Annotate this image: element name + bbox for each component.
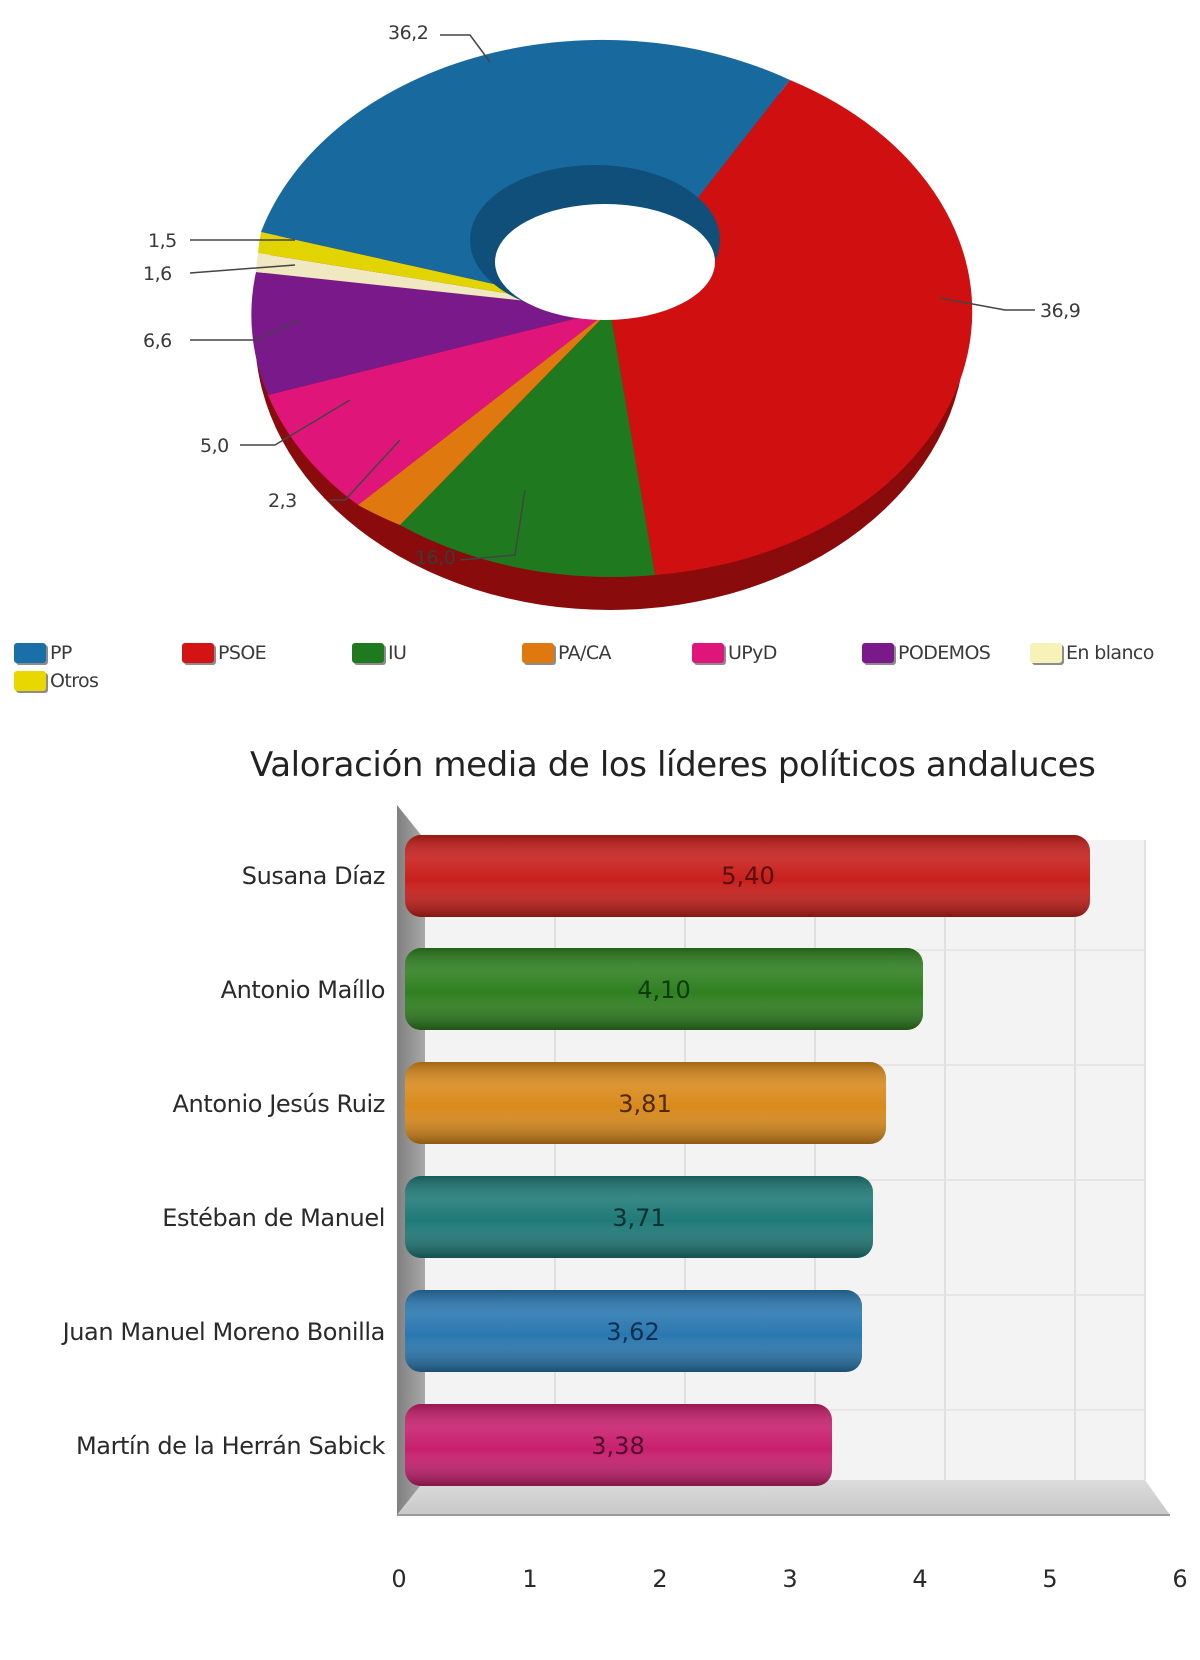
legend-swatch-icon	[182, 643, 214, 663]
bar-chart-title: Valoración media de los líderes político…	[250, 745, 1096, 785]
legend-item-psoe[interactable]: PSOE	[182, 642, 267, 664]
category-label: Estéban de Manuel	[162, 1204, 385, 1232]
legend-label: UPyD	[728, 642, 777, 664]
legend-item-upyd[interactable]: UPyD	[692, 642, 777, 664]
legend-item-podemos[interactable]: PODEMOS	[862, 642, 991, 664]
slice-upyd[interactable]	[268, 310, 610, 505]
bar-antonio-jesus-ruiz[interactable]	[405, 1062, 886, 1144]
category-label: Juan Manuel Moreno Bonilla	[62, 1318, 386, 1346]
legend-item-pp[interactable]: PP	[14, 642, 72, 664]
bar-value-label: 3,71	[612, 1204, 666, 1232]
x-tick-label: 6	[1172, 1565, 1188, 1593]
bar-chart: Susana Díaz Antonio Maíllo Antonio Jesús…	[0, 800, 1200, 1660]
donut-chart-graphic	[189, 34, 1035, 610]
slice-label-enblanco: 1,6	[143, 263, 172, 285]
bar-value-label: 3,62	[606, 1318, 660, 1346]
category-label: Antonio Jesús Ruiz	[172, 1090, 386, 1118]
bar-value-label: 5,40	[721, 862, 775, 890]
slice-label-iu: 16,0	[415, 547, 456, 569]
x-tick-label: 1	[522, 1565, 538, 1593]
slice-podemos[interactable]	[251, 272, 610, 395]
legend-swatch-icon	[862, 643, 894, 663]
bar-susana-diaz[interactable]	[405, 835, 1090, 917]
legend-swatch-icon	[692, 643, 724, 663]
bar-chart-graphic	[397, 805, 1170, 1516]
slice-label-psoe: 36,9	[1040, 300, 1081, 322]
bar-martin-de-la-herran-sabick[interactable]	[405, 1404, 832, 1486]
slice-label-podemos: 6,6	[143, 330, 172, 352]
legend-swatch-icon	[14, 643, 46, 663]
donut-chart: 36,2 36,9 16,0 2,3 5,0 6,6 1,6 1,5	[0, 0, 1200, 640]
legend-label: En blanco	[1066, 642, 1154, 664]
legend-item-paca[interactable]: PA/CA	[522, 642, 612, 664]
legend-label: PP	[50, 642, 72, 664]
category-label: Martín de la Herrán Sabick	[75, 1432, 385, 1460]
x-tick-label: 5	[1042, 1565, 1058, 1593]
donut-legend: PP PSOE IU PA/CA UPyD PODEMOS En blanco …	[0, 640, 1200, 710]
legend-label: PA/CA	[558, 642, 612, 664]
legend-swatch-icon	[522, 643, 554, 663]
legend-label: PSOE	[218, 642, 267, 664]
x-tick-label: 0	[391, 1565, 407, 1593]
slice-label-upyd: 5,0	[200, 435, 229, 457]
legend-label: Otros	[50, 670, 99, 692]
legend-swatch-icon	[352, 643, 384, 663]
legend-item-otros[interactable]: Otros	[14, 670, 99, 692]
legend-swatch-icon	[14, 671, 46, 691]
legend-swatch-icon	[1030, 643, 1062, 663]
bar-antonio-maillo[interactable]	[405, 948, 923, 1030]
bar-value-label: 4,10	[637, 976, 691, 1004]
slice-iu[interactable]	[400, 310, 655, 578]
legend-item-enblanco[interactable]: En blanco	[1030, 642, 1154, 664]
bar-value-label: 3,38	[591, 1432, 645, 1460]
x-tick-label: 2	[652, 1565, 668, 1593]
legend-item-iu[interactable]: IU	[352, 642, 407, 664]
bar-esteban-de-manuel[interactable]	[405, 1176, 873, 1258]
bar-value-label: 3,81	[618, 1090, 672, 1118]
category-label: Antonio Maíllo	[220, 976, 386, 1004]
x-tick-label: 4	[912, 1565, 928, 1593]
category-label: Susana Díaz	[241, 862, 386, 890]
slice-label-pp: 36,2	[388, 22, 429, 44]
slice-label-otros: 1,5	[148, 230, 177, 252]
slice-paca[interactable]	[358, 310, 610, 525]
legend-label: IU	[388, 642, 407, 664]
slice-label-paca: 2,3	[268, 490, 297, 512]
bar-juan-manuel-moreno-bonilla[interactable]	[405, 1290, 862, 1372]
legend-label: PODEMOS	[898, 642, 991, 664]
x-tick-label: 3	[782, 1565, 798, 1593]
